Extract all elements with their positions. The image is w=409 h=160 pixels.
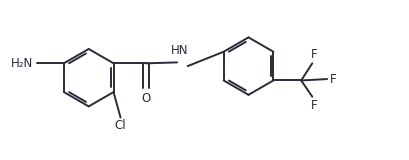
Text: F: F — [311, 99, 317, 112]
Text: F: F — [330, 73, 337, 86]
Text: F: F — [311, 48, 317, 61]
Text: Cl: Cl — [115, 119, 126, 132]
Text: H₂N: H₂N — [11, 57, 33, 70]
Text: O: O — [142, 92, 151, 105]
Text: HN: HN — [171, 44, 188, 57]
